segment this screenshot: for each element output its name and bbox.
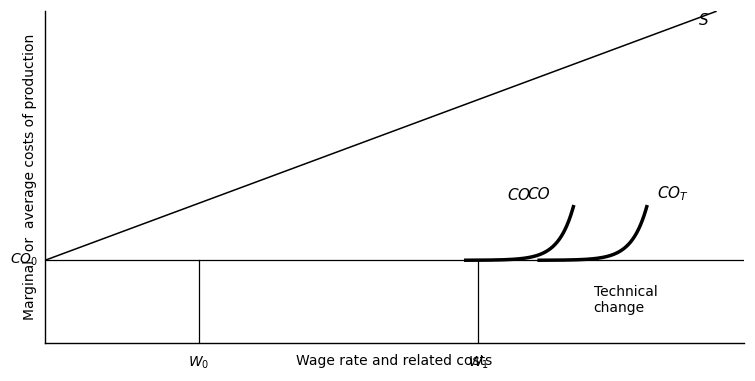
Text: S: S	[698, 13, 708, 28]
Text: CO: CO	[527, 187, 550, 202]
Text: $\mathit{CO}$: $\mathit{CO}$	[507, 187, 532, 203]
Text: $\mathit{CO}_T$: $\mathit{CO}_T$	[658, 185, 689, 203]
Text: Technical
change: Technical change	[593, 285, 658, 315]
Text: $\mathit{W}_0$: $\mathit{W}_0$	[188, 355, 209, 371]
Text: $\mathit{W}_1$: $\mathit{W}_1$	[468, 355, 488, 371]
X-axis label: Wage rate and related costs: Wage rate and related costs	[297, 354, 492, 368]
Y-axis label: Marginal  or  average costs of production: Marginal or average costs of production	[23, 34, 37, 320]
Text: $\mathit{CO}_0$: $\mathit{CO}_0$	[10, 252, 38, 269]
